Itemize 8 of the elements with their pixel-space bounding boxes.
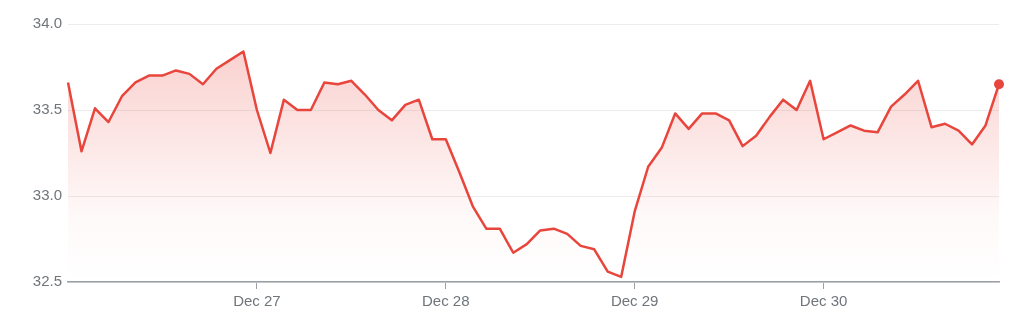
y-tick-label: 32.5 — [32, 272, 62, 290]
y-tick-label: 34.0 — [32, 14, 62, 32]
x-tick-label: Dec 29 — [610, 292, 659, 310]
y-tick-label: 33.5 — [32, 100, 62, 118]
x-tick-label: Dec 28 — [422, 292, 470, 310]
x-tick-label: Dec 30 — [799, 292, 848, 310]
x-tick-label: Dec 27 — [233, 292, 281, 310]
y-tick-label: 33.0 — [32, 186, 62, 204]
